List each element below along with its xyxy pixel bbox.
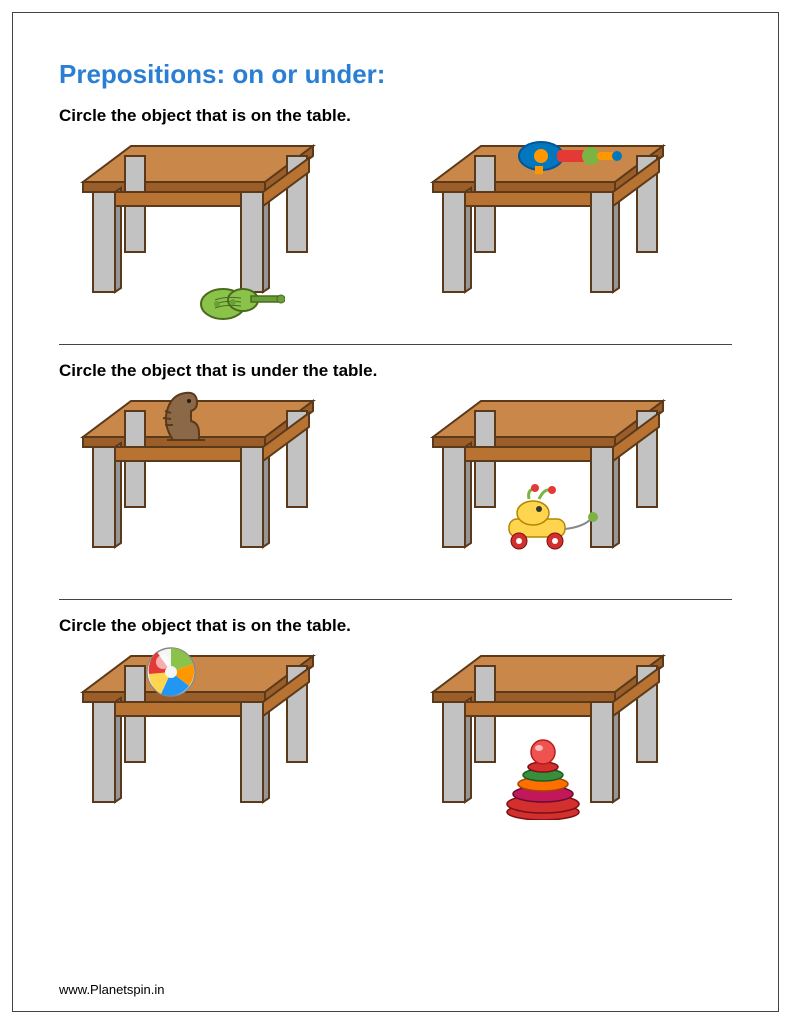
toy-gun-icon	[515, 136, 625, 176]
cell-1a	[65, 136, 365, 336]
instruction-1: Circle the object that is on the table.	[59, 106, 732, 126]
cell-3b	[415, 646, 715, 846]
violin-icon	[195, 276, 285, 324]
ball-icon	[143, 644, 199, 700]
divider-2	[59, 599, 732, 600]
worksheet-title: Prepositions: on or under:	[59, 59, 732, 90]
dinosaur-icon	[153, 385, 219, 445]
cell-3a	[65, 646, 365, 846]
footer-url: www.Planetspin.in	[59, 982, 165, 997]
divider-1	[59, 344, 732, 345]
row-2	[59, 391, 732, 591]
row-3	[59, 646, 732, 846]
instruction-2: Circle the object that is under the tabl…	[59, 361, 732, 381]
cell-1b	[415, 136, 715, 336]
cell-2b	[415, 391, 715, 591]
ring-stacker-icon	[503, 732, 583, 820]
pull-toy-icon	[495, 483, 605, 553]
instruction-3: Circle the object that is on the table.	[59, 616, 732, 636]
row-1	[59, 136, 732, 336]
worksheet-page: Prepositions: on or under: Circle the ob…	[12, 12, 779, 1012]
cell-2a	[65, 391, 365, 591]
